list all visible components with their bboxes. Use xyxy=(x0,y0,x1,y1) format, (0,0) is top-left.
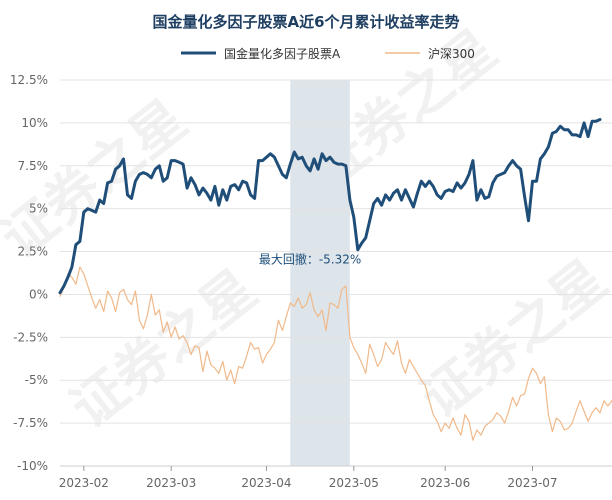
x-tick-label: 2023-05 xyxy=(329,476,379,490)
legend: 国金量化多因子股票A 沪深300 xyxy=(181,46,475,61)
drawdown-region xyxy=(290,80,350,466)
y-tick-label: 12.5% xyxy=(10,73,48,87)
series-line-index xyxy=(59,266,612,441)
y-axis: 12.5% 10% 7.5% 5% 2.5% 0% -2.5% -5% -7.5% -10% xyxy=(10,73,48,473)
x-tick-label: 2023-07 xyxy=(507,476,557,490)
y-tick-label: 7.5% xyxy=(18,159,49,173)
y-tick-label: -7.5% xyxy=(13,416,48,430)
y-tick-label: 10% xyxy=(21,116,48,130)
y-tick-label: -5% xyxy=(25,373,48,387)
y-tick-label: 0% xyxy=(29,287,48,301)
x-axis: 2023-02 2023-03 2023-04 2023-05 2023-06 2023-… xyxy=(59,465,612,490)
chart-title: 国金量化多因子股票A近6个月累计收益率走势 xyxy=(152,13,459,31)
y-tick-label: -10% xyxy=(17,459,48,473)
x-tick-label: 2023-02 xyxy=(59,476,109,490)
x-tick-label: 2023-03 xyxy=(146,476,196,490)
series-layer xyxy=(58,118,612,441)
series-line-fund xyxy=(58,118,602,295)
y-tick-label: 5% xyxy=(29,202,48,216)
legend-label-fund: 国金量化多因子股票A xyxy=(224,46,341,61)
y-tick-label: 2.5% xyxy=(18,245,49,259)
drawdown-label: 最大回撤：-5.32% xyxy=(259,252,361,267)
watermark-text: 证券之星 xyxy=(59,258,268,441)
drawdown-band xyxy=(290,80,350,466)
x-tick-label: 2023-06 xyxy=(420,476,470,490)
y-tick-label: -2.5% xyxy=(13,330,48,344)
legend-label-index: 沪深300 xyxy=(428,47,475,61)
x-tick-label: 2023-04 xyxy=(241,476,291,490)
